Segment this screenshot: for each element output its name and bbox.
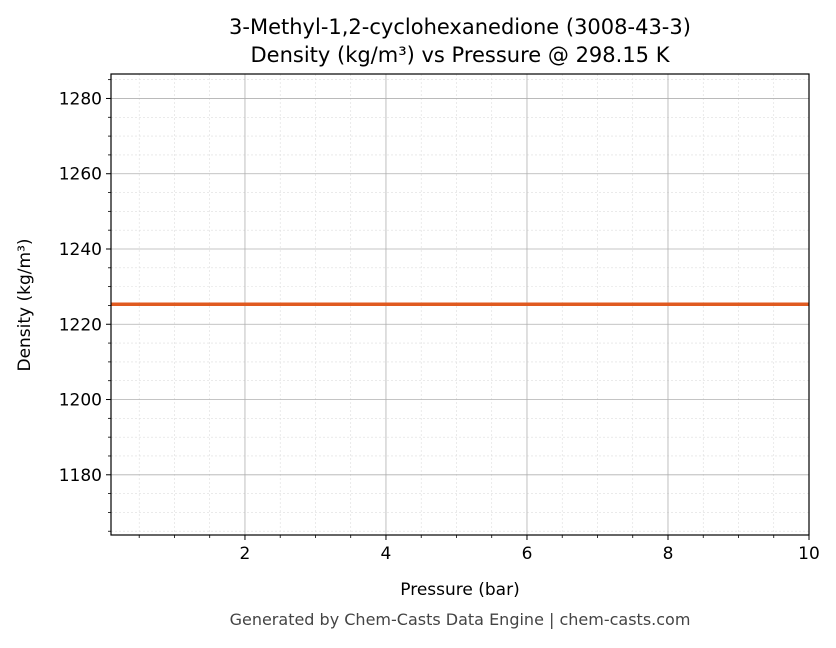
y-tick-label: 1180 <box>59 466 102 486</box>
grid <box>111 74 810 535</box>
ticks: 2 4 6 8 10 1180 1200 1220 1240 1260 1280 <box>59 79 820 564</box>
y-tick-label: 1280 <box>59 89 102 109</box>
chart-title: 3-Methyl-1,2-cyclohexanedione (3008-43-3… <box>229 15 691 39</box>
x-tick-label: 10 <box>798 544 820 564</box>
y-tick-label: 1260 <box>59 165 102 185</box>
footer-credit: Generated by Chem-Casts Data Engine | ch… <box>230 610 691 629</box>
x-tick-label: 4 <box>381 544 392 564</box>
y-axis-label: Density (kg/m³) <box>15 238 35 371</box>
plot-frame <box>110 73 810 536</box>
y-tick-label: 1220 <box>59 315 102 335</box>
y-tick-label: 1200 <box>59 391 102 411</box>
x-tick-label: 2 <box>240 544 251 564</box>
x-tick-label: 6 <box>522 544 533 564</box>
x-tick-label: 8 <box>663 544 674 564</box>
chart-subtitle: Density (kg/m³) vs Pressure @ 298.15 K <box>250 43 670 67</box>
y-tick-label: 1240 <box>59 240 102 260</box>
x-axis-label: Pressure (bar) <box>400 580 519 600</box>
